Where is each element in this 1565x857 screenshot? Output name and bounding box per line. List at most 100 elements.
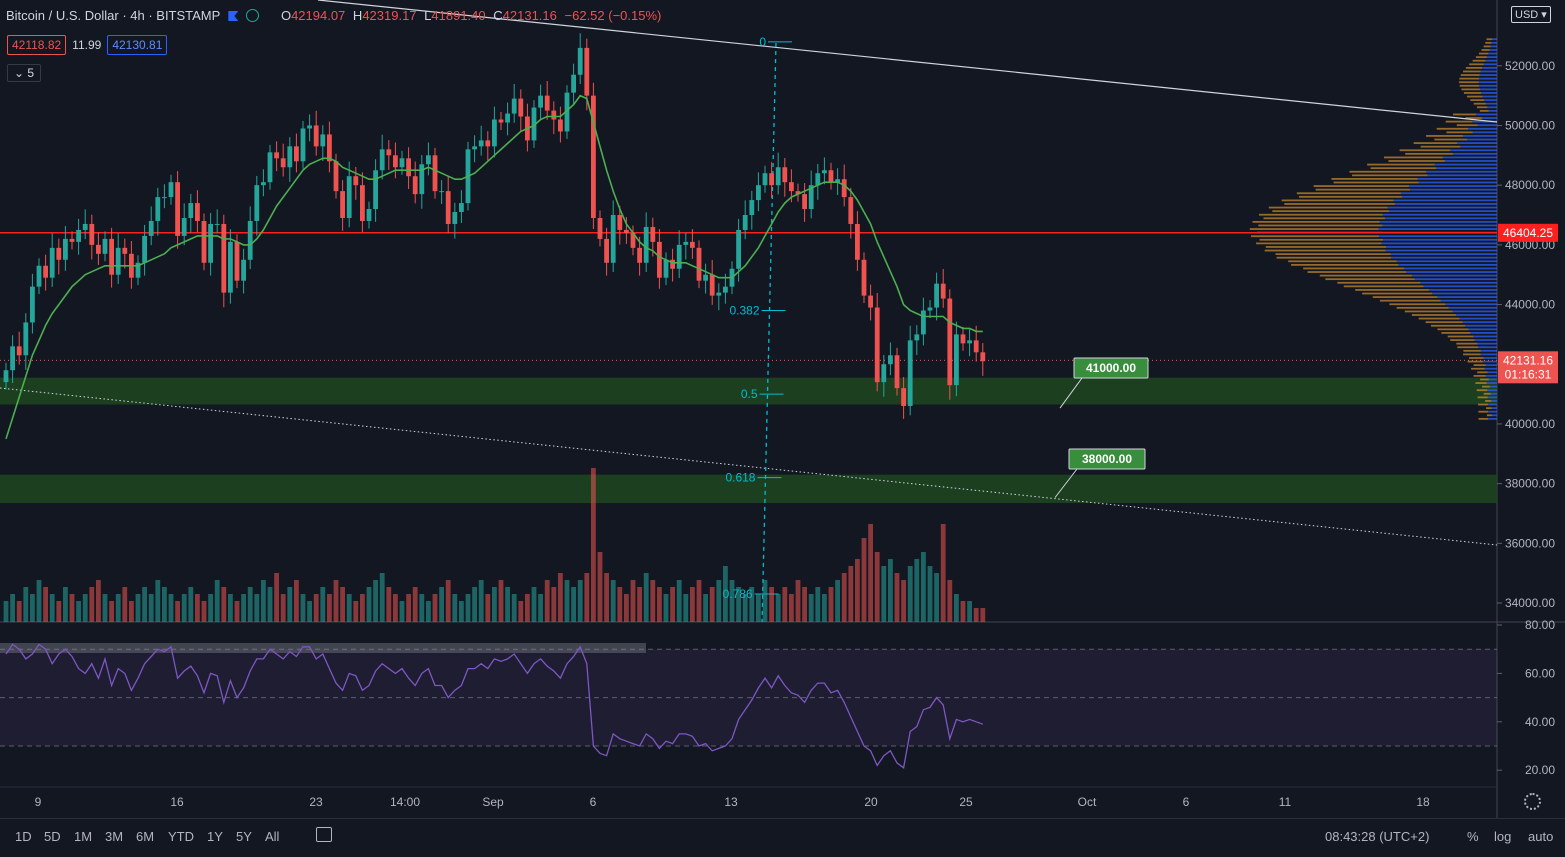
timeframe-1y[interactable]: 1Y [207,829,223,844]
volume-profile-bar [1393,199,1497,202]
volume-profile-bar [1485,400,1492,402]
candle [82,209,88,240]
volume-bar [808,594,814,622]
support-zone [0,474,1497,504]
volume-profile-bar [1486,407,1492,410]
volume-profile-bar [1482,360,1497,363]
volume-profile-bar [1465,324,1497,327]
timeframe-ytd[interactable]: YTD [168,829,194,844]
lower-trendline [0,387,1498,546]
timeframe-1m[interactable]: 1M [74,829,93,844]
indicators-toggle[interactable]: ⌄ 5 [7,64,42,82]
candle [505,102,510,136]
volume-profile-bar [1405,152,1453,155]
volume-profile-bar [1434,163,1497,166]
candle [907,325,913,416]
volume-profile-bar [1479,74,1497,76]
symbol-title[interactable]: Bitcoin / U.S. Dollar · 4h · BITSTAMP [6,8,221,23]
volume-bar [597,552,603,622]
volume-bar [43,587,48,622]
timeframe-all[interactable]: All [265,829,280,844]
volume-bar [762,580,768,622]
volume-profile-bar [1485,41,1492,44]
volume-profile-bar [1275,253,1391,256]
timeframe-5d[interactable]: 5D [44,829,61,844]
candle [676,230,682,278]
candle-body [3,370,9,383]
volume-profile-bar [1477,124,1497,127]
candle-body [696,247,702,281]
bid-price[interactable]: 42118.82 [7,35,67,55]
candle [300,121,306,169]
candle-body [973,340,979,353]
volume-bar [102,594,108,622]
candle-body [10,346,15,371]
time-tick-label: 23 [309,795,323,809]
volume-profile-bar [1476,389,1488,392]
candle [637,236,642,276]
log-toggle[interactable]: log [1494,829,1512,844]
candle [927,300,933,318]
candle-body [775,167,781,186]
rsi-tick-label: 20.00 [1525,763,1555,777]
timeframe-1d[interactable]: 1D [15,829,32,844]
price-tick-label: 48000.00 [1505,178,1555,192]
last-price-tag [1498,351,1558,384]
horizontal-level-tag-label: 46404.25 [1503,226,1553,240]
candle [934,272,939,321]
volume-bar [406,594,411,622]
price-tick-label: 40000.00 [1505,417,1555,431]
candle [861,252,867,304]
ask-price[interactable]: 42130.81 [107,35,168,55]
candle-body [135,262,141,278]
auto-toggle[interactable]: auto [1528,829,1554,844]
volume-bar [643,573,649,622]
volume-profile-bar [1481,92,1497,94]
volume-profile-bar [1477,346,1497,349]
volume-profile-bar [1485,374,1497,377]
percent-toggle[interactable]: % [1467,829,1479,844]
settings-gear-icon[interactable] [1524,793,1541,810]
candle-body [247,220,253,260]
volume-bar [459,601,464,622]
volume-bar [518,601,524,622]
last-price-tag-label: 42131.16 [1503,353,1553,367]
volume-bar [445,580,451,622]
candle [868,284,873,321]
volume-bar [465,594,471,622]
volume-bar [571,587,576,622]
candle [10,335,15,384]
volume-bar [901,580,906,622]
candle-body [445,191,451,224]
timeframe-3m[interactable]: 3M [105,829,124,844]
candle-body [472,146,477,150]
candle-body [742,215,748,230]
candle-body [485,140,491,147]
timeframe-6m[interactable]: 6M [136,829,155,844]
candle-body [511,98,517,114]
timeframe-5y[interactable]: 5Y [236,829,252,844]
volume-profile-bar [1484,367,1497,370]
calendar-range-icon[interactable] [316,827,332,842]
candle-body [723,286,728,293]
flag-icon[interactable] [228,11,239,21]
volume-profile-bar [1456,142,1497,144]
volume-profile-bar [1459,77,1479,80]
volume-bar [221,587,227,622]
volume-bar [709,587,715,622]
clock[interactable]: 08:43:28 (UTC+2) [1325,829,1430,844]
candle [287,137,293,182]
volume-bar [690,587,695,622]
volume-profile-bar [1263,217,1385,220]
currency-button[interactable]: USD ▾ [1511,6,1551,23]
volume-profile-bar [1477,396,1488,399]
volume-profile-bar [1456,124,1478,127]
candle-body [610,215,616,263]
volume-profile-bar [1463,349,1481,352]
volume-bar [696,580,702,622]
price-tick-label: 34000.00 [1505,596,1555,610]
candle-body [683,241,689,245]
candle-body [670,259,675,269]
candle-body [399,158,405,168]
